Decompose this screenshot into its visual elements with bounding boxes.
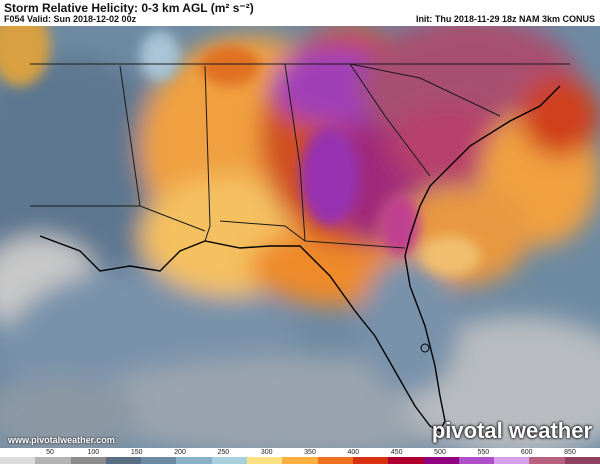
color-scale-cell <box>564 457 600 464</box>
map-header: Storm Relative Helicity: 0-3 km AGL (m² … <box>0 0 600 26</box>
color-scale-cell <box>494 457 531 464</box>
lake-okeechobee <box>420 343 430 353</box>
color-scale-tick-label: 850 <box>564 449 576 456</box>
color-scale-tick-label: 600 <box>520 449 533 456</box>
color-scale-cell <box>105 457 143 464</box>
nc-sc-border <box>349 63 501 117</box>
color-scale-cell <box>141 457 178 464</box>
color-scale-tick-label: 200 <box>174 449 186 456</box>
valid-time-label: F054 Valid: Sun 2018-12-02 00z <box>4 14 137 24</box>
map-title: Storm Relative Helicity: 0-3 km AGL (m² … <box>4 1 254 15</box>
color-scale-cell <box>423 457 460 464</box>
color-scale-tick-label: 450 <box>390 449 403 456</box>
color-scale-cell <box>458 457 496 464</box>
ga-sc-border <box>349 63 431 177</box>
color-scale-tick-label: 150 <box>130 449 143 456</box>
color-scale-tick-label: 100 <box>87 449 100 456</box>
color-scale-cell <box>388 457 425 464</box>
brand-logo: pivotal weather <box>431 418 592 443</box>
color-scale-cell <box>352 457 390 464</box>
color-scale-legend: 50 100 150 200 250 300 350 400 450 500 550 600 850 <box>0 448 600 464</box>
helicity-map <box>0 26 600 448</box>
color-scale-cell <box>247 457 284 464</box>
color-scale-tick-label: 500 <box>434 449 446 456</box>
color-scale-tick-label: 50 <box>46 449 54 456</box>
color-scale-tick-label: 250 <box>217 449 230 456</box>
color-scale-cell <box>211 457 249 464</box>
color-scale-cell <box>0 457 37 464</box>
ga-al-border <box>284 63 306 242</box>
color-scale-cell <box>317 457 354 464</box>
init-time-label: Init: Thu 2018-11-29 18z NAM 3km CONUS <box>415 14 595 24</box>
color-scale-tick-label: 550 <box>477 449 490 456</box>
fl-panhandle-north <box>219 220 406 249</box>
color-scale-cell <box>70 457 107 464</box>
color-scale-tick-label: 300 <box>260 449 273 456</box>
color-scale-tick-label: 350 <box>304 449 316 456</box>
al-ms-border <box>204 65 211 242</box>
color-scale-tick-label: 400 <box>347 449 360 456</box>
color-scale-cell <box>176 457 213 464</box>
color-scale-cell <box>282 457 319 464</box>
gulf-coastline <box>39 85 561 432</box>
color-scale-cell <box>35 457 72 464</box>
source-url-label: www.pivotalweather.com <box>8 435 115 445</box>
color-scale-cell <box>529 457 566 464</box>
